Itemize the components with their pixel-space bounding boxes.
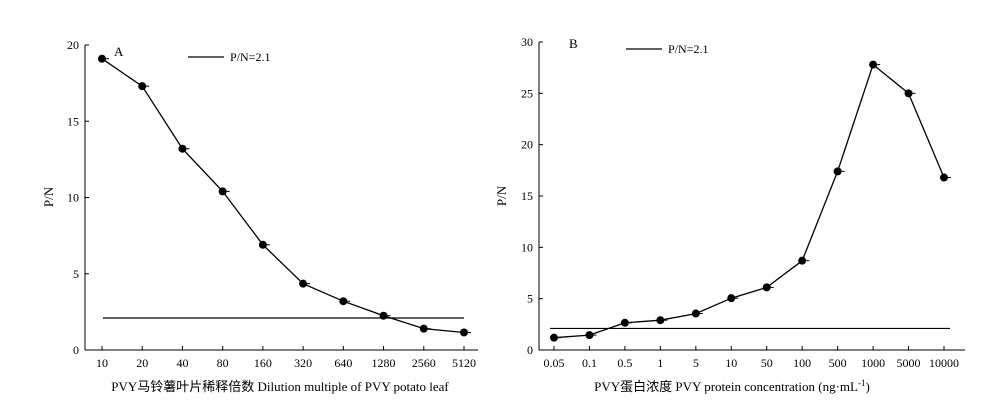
panel-a-y-tick-label: 20 [67,38,79,52]
panel-b-y-tick-label: 10 [521,240,533,254]
panel-a-x-tick-label: 10 [96,356,108,370]
panel-a-legend: P/N=2.1 [188,50,270,64]
panel-a-x-axis-label: PVY马铃薯叶片稀释倍数 Dilution multiple of PVY po… [111,379,449,394]
panel-b-x-tick-label: 100 [793,356,811,370]
panel-b-x-tick-label: 1 [657,356,663,370]
panel-b-x-tick-label: 5000 [897,356,921,370]
panel-a-x-tick-label: 320 [294,356,312,370]
panel-a-y-tick-label: 15 [67,114,79,128]
panel-b-x-tick-label: 10000 [929,356,959,370]
panel-b-x-tick-label: 1000 [861,356,885,370]
panel-a-y-axis-label: P/N [41,186,56,207]
panel-b-x-tick-label: 500 [829,356,847,370]
panel-a-x-tick-label: 20 [136,356,148,370]
panel-a-x-tick-label: 40 [176,356,188,370]
panel-b-x-tick-label: 5 [693,356,699,370]
panel-a-x-tick-label: 160 [254,356,272,370]
panel-a-series-line [101,58,465,334]
panel-b-x-tick-label: 10 [725,356,737,370]
panel-a-x-tick-label: 2560 [412,356,436,370]
panel-b-legend-label: P/N=2.1 [668,42,708,56]
panel-b-y-tick-label: 20 [521,138,533,152]
panel-a-legend-label: P/N=2.1 [230,50,270,64]
panel-b-x-tick-label: 0.1 [582,356,597,370]
panel-a-plot-area: 0 5 10 15 20 10 20 40 80 160 320 640 1280 2560 5120 [67,38,478,370]
panel-b-x-axis-label-main: PVY蛋白浓度 PVY protein concentration (ng·mL [594,379,858,394]
panel-a-y-tick-label: 0 [73,343,79,357]
panel-b-x-axis-label: PVY蛋白浓度 PVY protein concentration (ng·mL… [594,378,870,394]
panel-a-x-tick-label: 80 [217,356,229,370]
panel-b-y-tick-label: 15 [521,189,533,203]
panel-a-label: A [114,44,124,59]
panel-a-x-tick-label: 5120 [452,356,476,370]
panel-b-label: B [569,36,578,51]
panel-b-x-tick-label: 0.5 [617,356,632,370]
panel-a-x-tick-label: 640 [334,356,352,370]
panel-b-y-tick-label: 25 [521,86,533,100]
panel-b-x-axis-label-suffix: ) [865,379,869,394]
panel-b-y-axis-label: P/N [494,185,509,206]
panel-b-legend: P/N=2.1 [626,42,708,56]
panel-b-x-axis-label-superscript: -1 [858,378,866,388]
panel-a-y-tick-label: 10 [67,191,79,205]
panel-b: B P/N=2.1 P/N PVY蛋白浓度 PVY protein concen… [494,35,965,394]
panel-a-y-tick-label: 5 [73,267,79,281]
panel-b-y-tick-label: 30 [521,35,533,49]
panel-b-x-tick-label: 0.05 [544,356,565,370]
panel-b-y-tick-label: 0 [527,343,533,357]
panel-b-y-tick-label: 5 [527,292,533,306]
panel-b-series-line [553,63,945,339]
panel-a: A P/N=2.1 P/N PVY马铃薯叶片稀释倍数 Dilution mult… [41,38,478,394]
panel-b-x-tick-label: 50 [761,356,773,370]
panel-a-x-tick-label: 1280 [372,356,396,370]
